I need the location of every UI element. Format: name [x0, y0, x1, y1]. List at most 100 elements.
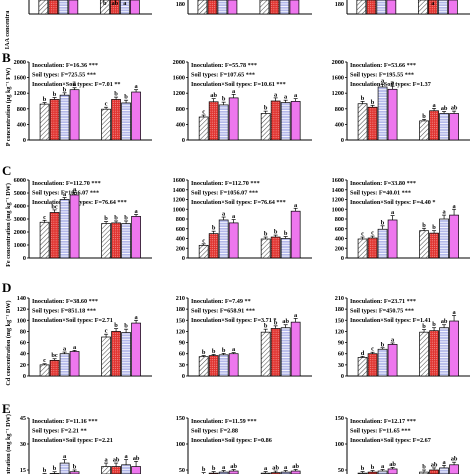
bar [417, 0, 428, 15]
significance-label: a [391, 80, 395, 87]
significance-label: a [432, 102, 436, 109]
bar [357, 238, 368, 259]
bar [101, 223, 111, 259]
anova-annotation: Inoculation: F=112.70 *** [32, 180, 101, 187]
bar [131, 322, 141, 377]
bar [429, 110, 439, 141]
significance-label: b [422, 222, 426, 229]
anova-annotation: Soil types: F=851.18 *** [32, 308, 96, 315]
y-tick-label: 400 [176, 121, 185, 128]
significance-label: a [381, 78, 385, 85]
significance-label: b [53, 91, 57, 98]
significance-label: b [63, 86, 67, 93]
bar [269, 0, 280, 15]
y-tick-label: 1600 [14, 75, 26, 82]
y-tick-label: 6000 [14, 177, 26, 184]
significance-label: b [284, 230, 288, 237]
bar [376, 0, 387, 15]
bar [356, 0, 367, 15]
y-tick-label: 0 [341, 137, 344, 144]
significance-label: a [391, 209, 395, 216]
significance-label: b [222, 96, 226, 103]
significance-label: b [43, 467, 47, 474]
significance-label: a [222, 464, 226, 471]
bar [59, 94, 70, 141]
significance-label: a [124, 453, 128, 460]
anova-annotation: Inoculation×Soil types: F=2.71 [32, 317, 113, 324]
y-tick-label: 120 [17, 306, 26, 313]
bar [111, 331, 121, 377]
y-tick-label: 90 [338, 340, 344, 347]
significance-label: ab [292, 463, 299, 470]
y-tick-label: 50 [338, 467, 344, 474]
y-tick-label: 800 [176, 216, 185, 223]
anova-annotation: Soil types: F=2.21 ** [32, 428, 87, 435]
significance-label: ab [389, 461, 396, 468]
bar [38, 0, 49, 15]
bar [439, 218, 449, 259]
y-tick-label: 800 [176, 106, 185, 113]
significance-label: b [432, 224, 436, 231]
significance-label: a [452, 309, 456, 316]
significance-label: ab [272, 465, 279, 472]
row-a-tick-label: 180 [335, 1, 344, 8]
bar [217, 0, 228, 15]
bar [99, 0, 110, 15]
y-tick-label: 800 [335, 106, 344, 113]
bar [121, 332, 131, 377]
panel-e3: 50 100 150 Inoculation: F=12.17 *** Soil typ… [335, 415, 459, 474]
y-tick-label: 3000 [14, 216, 26, 223]
significance-label: ab [210, 92, 217, 99]
bar [419, 331, 429, 377]
bar [386, 0, 397, 15]
bar [279, 0, 290, 15]
significance-label: b [274, 319, 278, 326]
significance-label: b [371, 464, 375, 471]
anova-annotation: Soil types: F=450.75 *** [350, 308, 414, 315]
significance-label: b [361, 465, 365, 472]
y-tick-label: 30 [179, 362, 185, 369]
bar [357, 357, 368, 377]
bar [270, 328, 281, 377]
y-axis-label: Fe concentration (mg kg⁻¹ DW) [5, 183, 12, 267]
y-tick-label: 120 [176, 328, 185, 335]
row-a-ylabel: IAA concentra [4, 11, 11, 50]
anova-annotation: Inoculation: F=23.71 *** [350, 298, 416, 305]
anova-annotation: Soil types: F=11.65 *** [350, 428, 411, 435]
bar [367, 353, 378, 377]
significance-label: b [212, 465, 216, 472]
y-tick-label: 400 [176, 236, 185, 243]
bar [198, 356, 209, 377]
significance-label: a [232, 346, 236, 353]
y-tick-label: 150 [335, 317, 344, 324]
y-tick-label: 210 [335, 295, 344, 302]
bar [280, 102, 291, 141]
y-tick-label: 0 [182, 137, 185, 144]
significance-label: b [114, 91, 118, 98]
significance-label: a [442, 459, 446, 466]
y-tick-label: 80 [20, 328, 26, 335]
bar [447, 0, 458, 15]
y-tick-label: 15 [20, 467, 26, 474]
panel-d3: 0 30 60 90 120 150 180 210 Inoculation: F=23.71 … [335, 295, 470, 380]
bar [260, 238, 271, 259]
bar [429, 330, 439, 377]
significance-label: a [294, 312, 298, 319]
significance-label: a [294, 92, 298, 99]
significance-label: a [104, 457, 108, 464]
anova-annotation: Soil types: F=725.55 *** [32, 72, 96, 79]
y-tick-label: 4000 [14, 203, 26, 210]
y-tick-label: 800 [17, 106, 26, 113]
y-tick-label: 600 [176, 226, 185, 233]
y-tick-label: 150 [335, 415, 344, 422]
significance-label: b [124, 323, 128, 330]
bar [208, 233, 219, 259]
panel-b3: 0 400 800 1200 1600 2000 Inoculation: F=53.66 … [332, 59, 470, 144]
significance-label: b [381, 341, 385, 348]
y-tick-label: 20 [20, 362, 26, 369]
significance-label: b [422, 113, 426, 120]
y-tick-label: 90 [179, 340, 185, 347]
panel-c3: 0 200 400 600 800 1000 1200 1400 1600 Inoculation… [332, 177, 470, 262]
bar [439, 113, 449, 141]
